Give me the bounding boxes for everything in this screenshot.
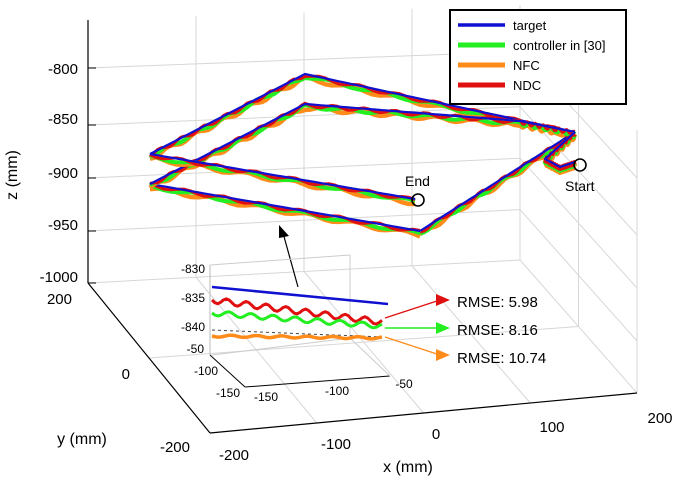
start-label: Start — [565, 178, 595, 194]
inset-target-line — [211, 285, 389, 306]
inset-dashed-line — [211, 329, 383, 338]
z-tick-label: -950 — [48, 217, 78, 234]
trajectory-line — [149, 101, 576, 185]
x-tick-label: 200 — [647, 410, 672, 427]
z-tick-label: -850 — [48, 111, 78, 128]
inset-gridline — [209, 254, 351, 266]
inset-z-tick-label: -830 — [181, 262, 205, 276]
rmse-arrow-controller-head — [436, 322, 450, 334]
trajectories — [148, 72, 578, 239]
x-tick-label: 0 — [432, 426, 440, 443]
gridline — [148, 326, 579, 359]
inset-x-tick-label: -150 — [254, 390, 278, 404]
inset-pointer-arrow — [282, 232, 299, 288]
legend: target controller in [30] NFC NDC — [449, 9, 627, 105]
markers — [279, 158, 587, 288]
z-tick-label: -1000 — [40, 269, 78, 286]
rmse-arrow-ndc — [384, 299, 441, 319]
inset-controller-line — [211, 310, 383, 330]
end-label: End — [405, 173, 430, 189]
inset-gridline — [349, 337, 391, 377]
trajectory-line — [149, 102, 576, 185]
rmse-annotations — [384, 294, 450, 361]
inset-nfc-line — [211, 333, 383, 341]
y-tick-label: -200 — [160, 439, 190, 456]
inset-z-tick-label: -835 — [181, 291, 205, 305]
inset — [209, 254, 391, 388]
z-tick-label: -800 — [48, 61, 78, 78]
y-axis-label: y (mm) — [57, 431, 107, 448]
inset-axis — [244, 375, 391, 388]
inset-y-tick-labels: -50 -100 -150 — [187, 342, 241, 400]
inset-y-tick-label: -50 — [187, 342, 205, 356]
inset-y-tick-label: -100 — [194, 364, 218, 378]
rmse-arrow-nfc — [384, 336, 441, 356]
x-axis-line — [209, 392, 638, 434]
rmse-arrow-ndc-head — [436, 294, 450, 306]
y-axis-line — [87, 282, 211, 434]
trajectory-line — [149, 72, 576, 155]
inset-x-tick-labels: -150 -100 -50 — [254, 377, 413, 404]
y-tick-label: 200 — [47, 291, 72, 308]
legend-label-ndc: NDC — [513, 78, 541, 93]
axes-box — [87, 20, 638, 434]
inset-gridline — [211, 337, 351, 356]
start-marker — [573, 158, 587, 172]
trajectory-line — [149, 182, 421, 233]
trajectory-line — [149, 152, 416, 201]
inset-axis — [209, 354, 246, 388]
x-tick-label: 100 — [539, 419, 564, 436]
rmse-label-ndc: RMSE: 5.98 — [457, 294, 538, 311]
inset-z-tick-labels: -830 -835 -840 — [181, 262, 205, 334]
legend-label-nfc: NFC — [513, 58, 540, 73]
trajectory-line — [543, 131, 576, 169]
x-tick-label: -200 — [219, 447, 249, 464]
inset-ndc-line — [210, 297, 383, 326]
x-tick-label: -100 — [321, 436, 351, 453]
inset-x-tick-label: -50 — [395, 377, 413, 391]
inset-x-tick-label: -100 — [325, 384, 349, 398]
rmse-arrow-nfc-head — [436, 349, 450, 361]
y-tick-label: 0 — [122, 366, 130, 383]
inset-y-tick-label: -150 — [216, 386, 240, 400]
rmse-label-controller: RMSE: 8.16 — [457, 322, 538, 339]
legend-label-controller: controller in [30] — [513, 38, 606, 53]
gridline — [87, 106, 521, 126]
end-marker — [411, 193, 425, 207]
z-axis-label: z (mm) — [4, 150, 21, 200]
legend-label-target: target — [513, 18, 547, 33]
inset-z-tick-label: -840 — [181, 320, 205, 334]
x-tick-labels: -200 -100 0 100 200 — [219, 410, 673, 464]
gridline — [87, 51, 521, 69]
z-tick-label: -900 — [48, 165, 78, 182]
gridline — [87, 157, 521, 179]
z-tick-labels: -800 -850 -900 -950 -1000 — [40, 61, 78, 286]
trajectory-line — [419, 131, 576, 232]
rmse-label-nfc: RMSE: 10.74 — [457, 350, 546, 367]
y-tick-labels: 200 0 -200 — [47, 291, 190, 456]
inset-pointer-arrowhead — [279, 225, 289, 238]
x-axis-label: x (mm) — [383, 459, 433, 476]
